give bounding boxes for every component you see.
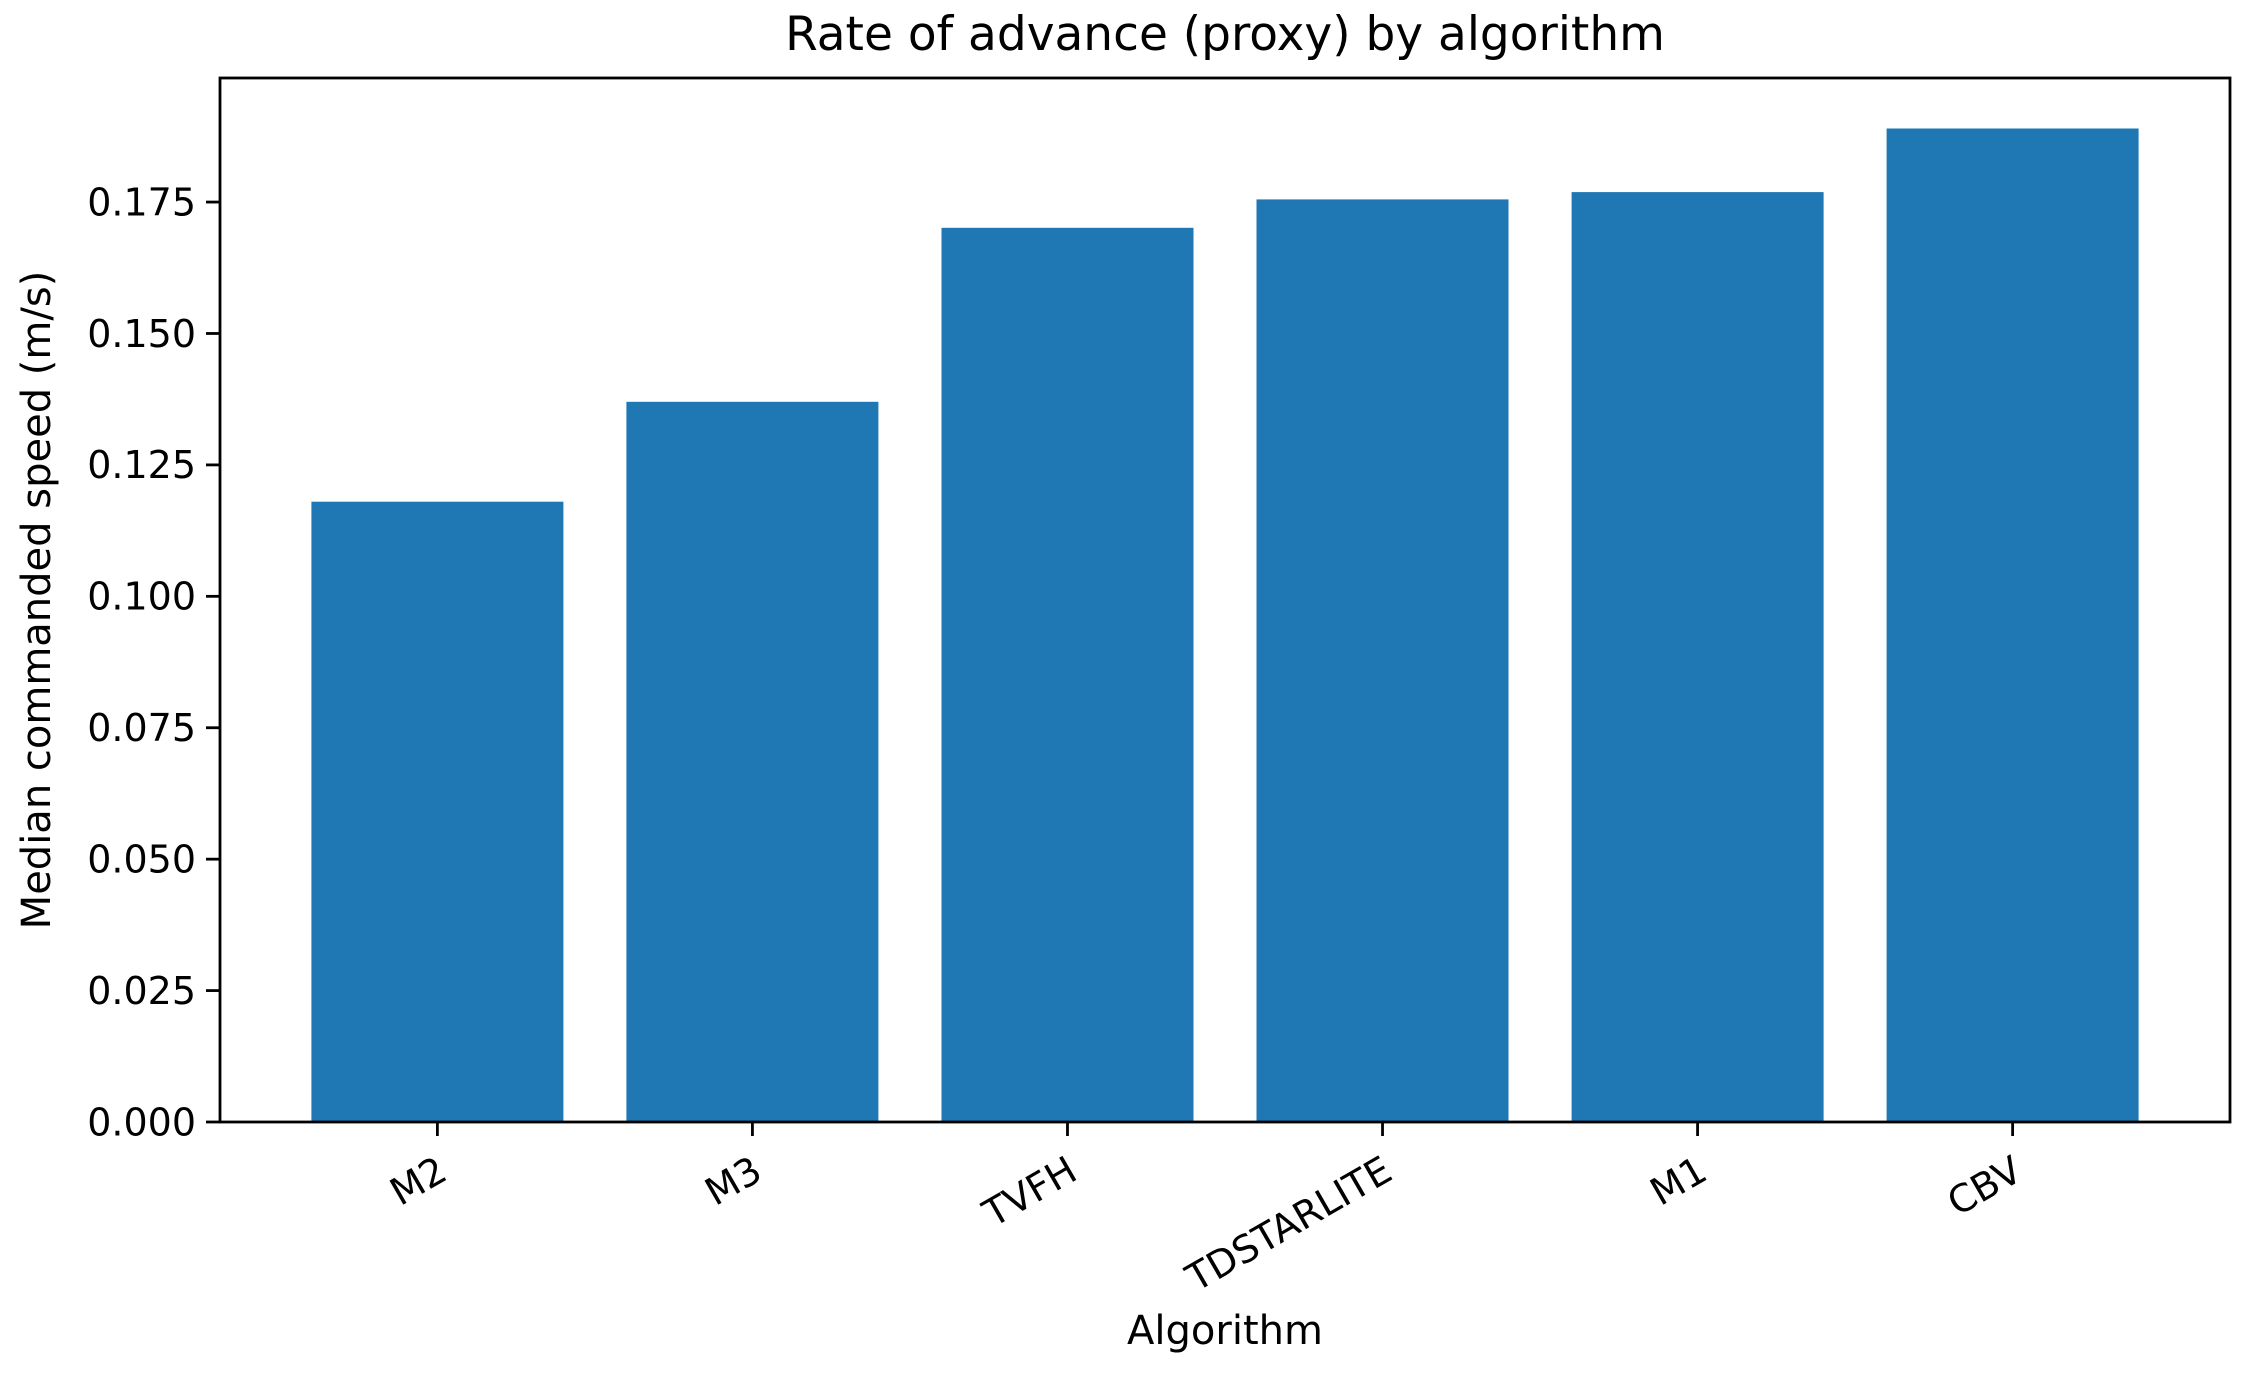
y-tick-label: 0.175 [87,180,196,224]
y-axis-label: Median commanded speed (m/s) [14,270,60,930]
bar-m3 [626,401,879,1122]
x-tick-label: TVFH [975,1148,1084,1236]
y-tick-label: 0.150 [87,312,196,356]
x-tick-label: M1 [1643,1148,1714,1215]
bar-m1 [1571,192,1824,1123]
y-tick-label: 0.025 [87,969,196,1013]
y-tick-label: 0.075 [87,706,196,750]
x-tick-label: M3 [698,1148,769,1215]
y-tick-label: 0.100 [87,575,196,619]
y-tick-label: 0.125 [87,443,196,487]
x-tick-label: TDSTARLITE [1178,1148,1399,1301]
bar-cbv [1886,128,2139,1122]
bar-tdstarlite [1256,199,1509,1122]
x-tick-label: CBV [1940,1148,2029,1225]
bar-tvfh [941,227,1194,1123]
y-tick-label: 0.000 [87,1100,196,1144]
y-tick-label: 0.050 [87,837,196,881]
x-tick-label: M2 [383,1148,454,1215]
bar-m2 [311,501,564,1122]
chart-title: Rate of advance (proxy) by algorithm [785,7,1665,62]
plot-border [218,76,2232,1124]
x-axis-label: Algorithm [1127,1308,1323,1354]
